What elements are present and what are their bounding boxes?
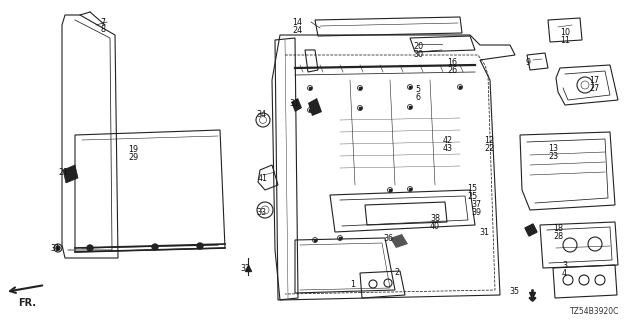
Polygon shape: [308, 98, 322, 116]
Text: 8: 8: [100, 25, 105, 34]
Text: 31: 31: [289, 99, 299, 108]
Text: 41: 41: [258, 174, 268, 183]
Text: 14: 14: [292, 18, 302, 27]
Text: 27: 27: [589, 84, 599, 93]
Text: 21: 21: [58, 168, 68, 177]
Text: 19: 19: [128, 145, 138, 154]
Text: 9: 9: [526, 58, 531, 67]
Text: 33: 33: [256, 208, 266, 217]
Text: 15: 15: [467, 184, 477, 193]
Text: FR.: FR.: [18, 298, 36, 308]
Text: 18: 18: [553, 224, 563, 233]
Text: 23: 23: [548, 152, 558, 161]
Text: 24: 24: [292, 26, 302, 35]
Text: 40: 40: [430, 222, 440, 231]
Text: 3: 3: [562, 261, 567, 270]
Text: 34: 34: [256, 110, 266, 119]
Circle shape: [87, 245, 93, 251]
Text: 38: 38: [430, 214, 440, 223]
Polygon shape: [63, 165, 78, 183]
Text: 5: 5: [415, 85, 420, 94]
Text: 6: 6: [415, 93, 420, 102]
Text: 25: 25: [467, 192, 477, 201]
Text: 43: 43: [443, 144, 453, 153]
Circle shape: [152, 244, 158, 250]
Text: 39: 39: [471, 208, 481, 217]
Text: TZ54B3920C: TZ54B3920C: [570, 307, 620, 316]
Text: 28: 28: [553, 232, 563, 241]
Polygon shape: [291, 98, 302, 112]
Text: 20: 20: [413, 42, 423, 51]
Text: 29: 29: [128, 153, 138, 162]
Circle shape: [197, 243, 203, 249]
Text: 12: 12: [484, 136, 494, 145]
Text: 11: 11: [560, 36, 570, 45]
Text: 42: 42: [443, 136, 453, 145]
Text: 36: 36: [383, 234, 393, 243]
Text: 2: 2: [394, 268, 399, 277]
Text: 37: 37: [471, 200, 481, 209]
Text: 1: 1: [350, 280, 355, 289]
Text: 31: 31: [479, 228, 489, 237]
Text: 31: 31: [50, 244, 60, 253]
Circle shape: [56, 246, 60, 250]
Text: 22: 22: [484, 144, 494, 153]
Text: 17: 17: [589, 76, 599, 85]
Text: 32: 32: [240, 264, 250, 273]
Text: 30: 30: [413, 50, 423, 59]
Text: 13: 13: [548, 144, 558, 153]
Polygon shape: [525, 224, 537, 236]
Text: 4: 4: [562, 269, 567, 278]
Text: 26: 26: [447, 66, 457, 75]
Text: 16: 16: [447, 58, 457, 67]
Text: 10: 10: [560, 28, 570, 37]
Text: 35: 35: [509, 287, 519, 296]
Polygon shape: [390, 234, 408, 248]
Text: 7: 7: [100, 18, 105, 27]
